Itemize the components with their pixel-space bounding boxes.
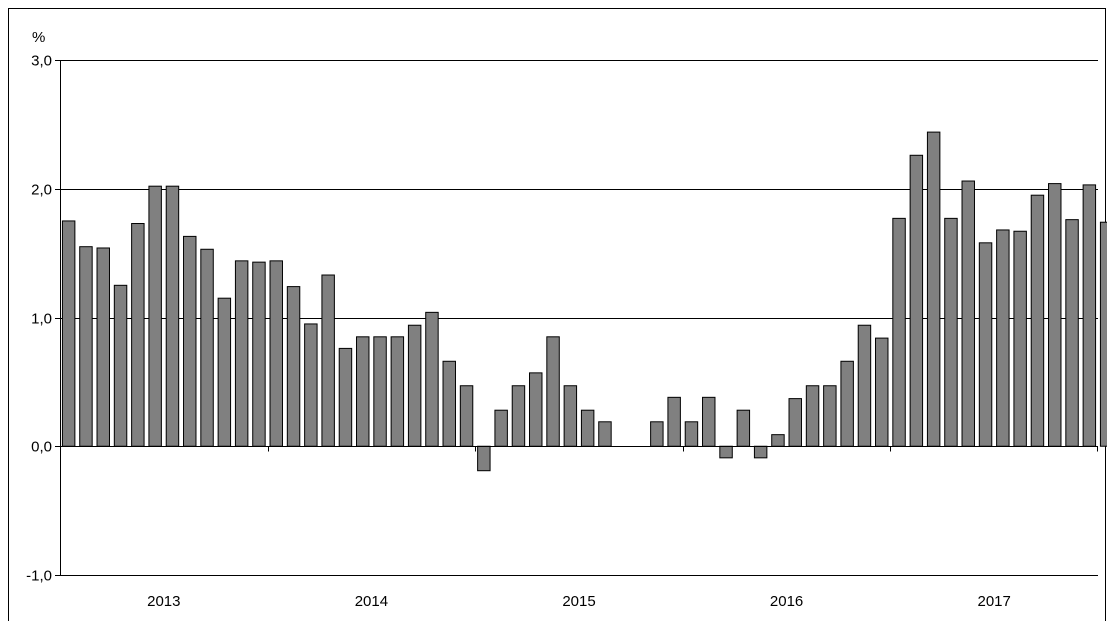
bar — [459, 385, 474, 447]
bar — [148, 185, 162, 447]
bar — [857, 324, 872, 447]
x-tick-labels: 2013 2014 2015 2016 2017 — [147, 593, 1011, 610]
y-tick-label: 3,0 — [31, 53, 52, 70]
bar — [407, 324, 422, 447]
bar — [269, 260, 283, 447]
bar — [563, 385, 578, 447]
x-tick-label: 2015 — [562, 593, 595, 610]
bar — [771, 434, 785, 447]
bar — [321, 274, 335, 447]
bar — [477, 445, 491, 472]
bar — [996, 229, 1010, 447]
bar — [442, 360, 456, 447]
bar — [926, 131, 941, 447]
bar — [546, 336, 560, 447]
y-tick-label: 0,0 — [31, 439, 52, 456]
bar — [736, 409, 751, 447]
bar — [61, 220, 76, 447]
bars — [61, 131, 1107, 472]
bar — [511, 385, 526, 447]
bar — [598, 421, 612, 447]
bar — [390, 336, 405, 447]
bar — [684, 421, 699, 447]
bar — [252, 261, 266, 447]
bar — [1065, 219, 1079, 447]
bar — [909, 154, 924, 447]
y-tick-label: 1,0 — [31, 311, 52, 328]
bar — [286, 286, 301, 447]
bar — [234, 260, 249, 447]
bar — [1048, 183, 1062, 447]
bar — [113, 284, 128, 447]
y-tick-label: -1,0 — [26, 568, 52, 585]
bar — [529, 372, 543, 447]
bar — [217, 297, 232, 447]
bar — [702, 396, 716, 447]
x-tick-label: 2016 — [770, 593, 803, 610]
y-tick-labels: -1,0 0,0 1,0 2,0 3,0 — [26, 53, 52, 585]
bar — [823, 385, 837, 447]
bar — [978, 242, 993, 447]
bar — [79, 246, 93, 447]
bar — [425, 311, 439, 447]
bar — [373, 336, 387, 447]
x-tick-label: 2017 — [978, 593, 1011, 610]
bar — [1013, 230, 1027, 447]
bar — [961, 180, 975, 447]
bar — [667, 396, 681, 447]
bar — [840, 360, 854, 447]
y-tick-label: 2,0 — [31, 182, 52, 199]
bar — [96, 247, 110, 447]
bar — [183, 235, 197, 447]
y-unit-label: % — [32, 29, 45, 46]
bar — [875, 337, 889, 447]
bar — [200, 248, 214, 447]
bar — [650, 421, 664, 447]
bar — [1099, 221, 1107, 447]
bar — [719, 445, 733, 459]
bar — [1030, 194, 1045, 447]
x-tick-label: 2014 — [355, 593, 388, 610]
bar — [304, 323, 318, 447]
bar — [892, 217, 906, 447]
bar — [1082, 184, 1097, 447]
x-tick-label: 2013 — [147, 593, 180, 610]
bar — [338, 347, 353, 447]
bar — [131, 223, 145, 447]
bar — [753, 445, 768, 459]
bar — [165, 185, 180, 447]
bar — [494, 409, 508, 447]
bar — [944, 217, 958, 447]
bar — [580, 409, 595, 447]
gridlines — [60, 60, 1098, 576]
bar — [356, 336, 370, 447]
axes — [55, 60, 1098, 576]
bar — [788, 398, 802, 447]
bar — [805, 385, 820, 447]
